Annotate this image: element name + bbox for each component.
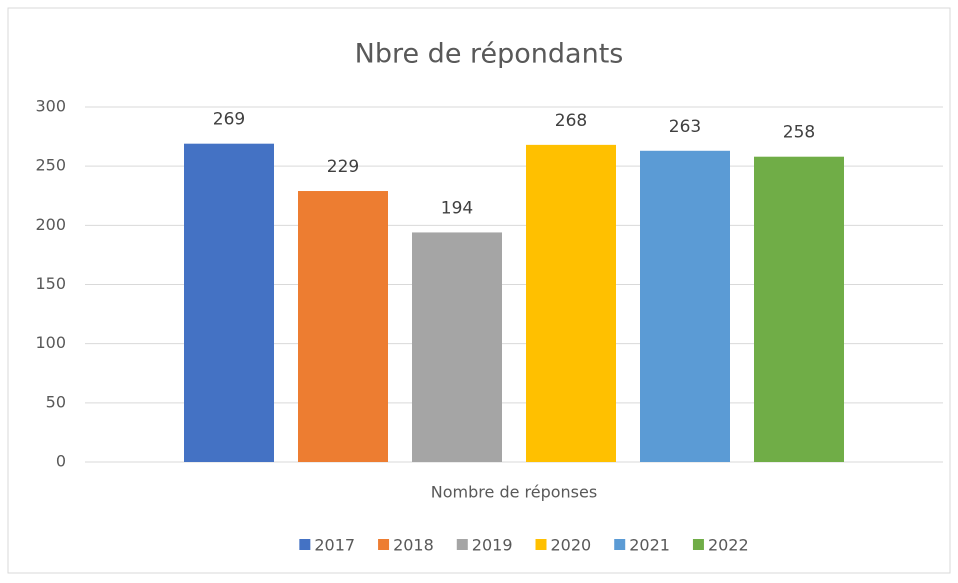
legend-swatch xyxy=(378,539,390,550)
y-tick-label: 50 xyxy=(46,392,66,411)
bar xyxy=(184,143,274,462)
data-label: 229 xyxy=(327,157,359,177)
x-tick-label: Nombre de réponses xyxy=(431,483,597,502)
bar xyxy=(298,191,388,462)
y-tick-label: 100 xyxy=(35,333,66,352)
y-tick-label: 200 xyxy=(35,215,66,234)
legend-label: 2022 xyxy=(708,536,749,555)
legend-label: 2020 xyxy=(551,536,592,555)
data-label: 269 xyxy=(213,110,245,130)
y-tick-label: 250 xyxy=(35,156,66,175)
data-label: 268 xyxy=(555,111,587,131)
legend-label: 2021 xyxy=(629,536,670,555)
bar xyxy=(526,144,616,462)
bar xyxy=(754,156,844,462)
chart-title: Nbre de répondants xyxy=(355,39,624,70)
y-tick-label: 300 xyxy=(35,97,66,116)
legend-swatch xyxy=(299,539,311,550)
bar xyxy=(412,232,502,462)
legend-swatch xyxy=(456,539,468,550)
y-tick-label: 150 xyxy=(35,274,66,293)
bar xyxy=(640,150,730,463)
legend-label: 2018 xyxy=(393,536,434,555)
legend-label: 2019 xyxy=(472,536,513,555)
data-label: 194 xyxy=(441,198,473,218)
legend-label: 2017 xyxy=(314,536,355,555)
legend-swatch xyxy=(535,539,547,550)
legend-swatch xyxy=(614,539,626,550)
data-label: 263 xyxy=(669,117,701,137)
y-tick-label: 0 xyxy=(56,452,66,471)
data-label: 258 xyxy=(783,123,815,143)
legend-swatch xyxy=(692,539,704,550)
